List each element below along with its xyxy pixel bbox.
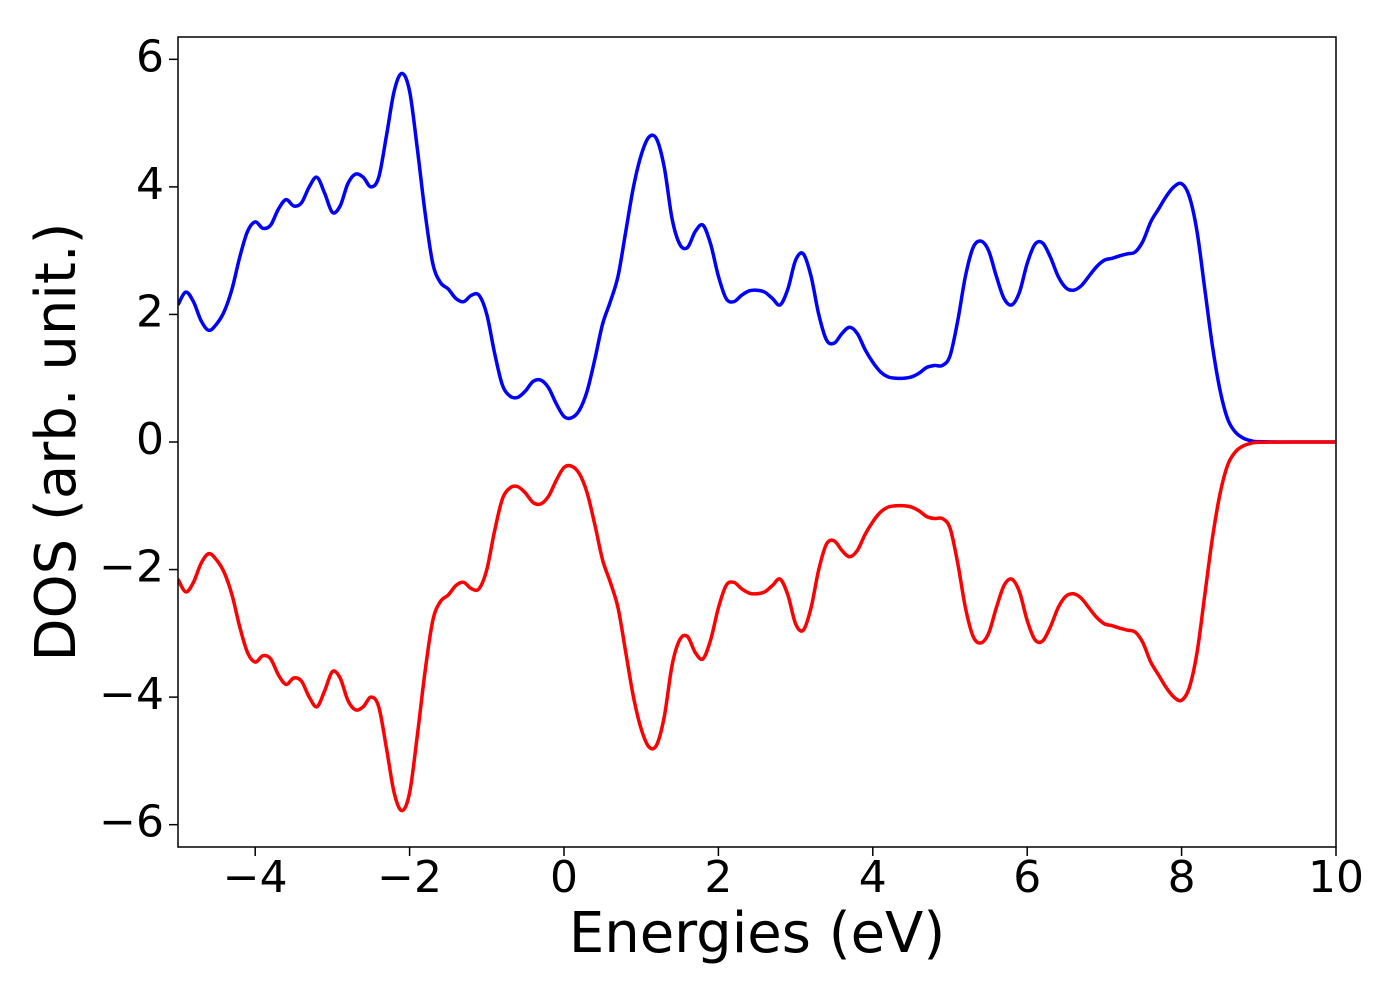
y-tick-label: 6 — [136, 31, 164, 82]
y-tick-label: −2 — [99, 542, 164, 593]
y-tick-label: −6 — [99, 797, 164, 848]
plot-frame — [177, 36, 1337, 848]
x-tick-label: 4 — [859, 852, 887, 903]
y-tick-label: 2 — [136, 286, 164, 337]
x-tick-label: 8 — [1168, 852, 1196, 903]
x-tick-label: 2 — [704, 852, 732, 903]
x-tick-label: −2 — [377, 852, 442, 903]
dos-line — [178, 440, 1336, 813]
x-tick-label: 6 — [1013, 852, 1041, 903]
y-axis-label: DOS (arb. unit.) — [24, 222, 89, 661]
y-tick-label: −4 — [99, 669, 164, 720]
y-tick-label: 0 — [136, 414, 164, 465]
x-tick-label: 0 — [550, 852, 578, 903]
x-tick-label: −4 — [223, 852, 288, 903]
y-tick-label: 4 — [136, 159, 164, 210]
dos-line — [178, 71, 1336, 444]
x-axis-label: Energies (eV) — [569, 901, 945, 966]
x-tick-label: 10 — [1308, 852, 1364, 903]
